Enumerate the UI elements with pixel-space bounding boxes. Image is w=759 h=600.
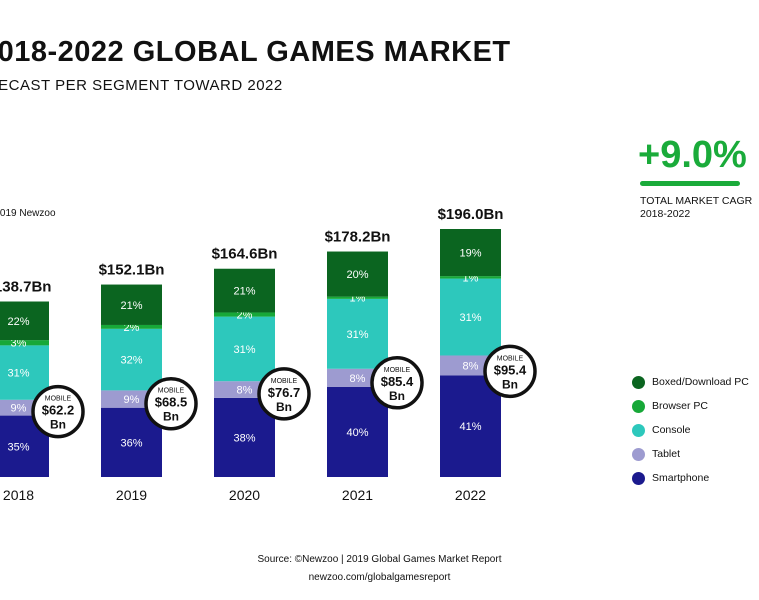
segment-label: 21%: [233, 286, 255, 298]
segment-label: 3%: [11, 338, 27, 350]
year-label: 2021: [342, 487, 373, 503]
segment-label: 31%: [346, 329, 368, 341]
mobile-badge-label: MOBILE: [384, 367, 411, 374]
cagr-label: TOTAL MARKET CAGR 2018-2022: [640, 195, 752, 221]
mobile-badge-unit: Bn: [389, 389, 405, 403]
mobile-badge-label: MOBILE: [497, 355, 524, 362]
year-label: 2019: [116, 487, 147, 503]
bar-segment: [327, 296, 388, 299]
mobile-badge-value: $85.4: [381, 374, 414, 389]
bar-segment: [0, 340, 49, 346]
legend-dot-icon: [632, 399, 645, 413]
bar-segment: [440, 278, 501, 356]
legend-item-boxed: Boxed/Download PC: [632, 370, 749, 394]
legend-label: Tablet: [652, 448, 681, 460]
bar-segment: [327, 386, 388, 477]
bar-segment: [0, 345, 49, 400]
mobile-badge-unit: Bn: [163, 410, 179, 424]
cagr-label-line2: 2018-2022: [640, 208, 691, 220]
mobile-badge-value: $62.2: [42, 403, 75, 418]
total-label: $138.7Bn: [0, 279, 51, 296]
total-label: $152.1Bn: [99, 262, 165, 279]
bar-segment: [327, 298, 388, 369]
source-url: newzoo.com/globalgamesreport: [308, 572, 451, 583]
mobile-badge-value: $76.7: [268, 385, 301, 400]
segment-label: 8%: [237, 385, 253, 397]
mobile-badge-label: MOBILE: [45, 396, 72, 403]
legend-dot-icon: [632, 423, 645, 437]
mobile-badge: [31, 384, 85, 439]
cagr-value: +9.0%: [638, 134, 747, 176]
mobile-badge-unit: Bn: [276, 400, 292, 414]
legend-item-console: Console: [632, 418, 749, 442]
legend-label: Smartphone: [652, 472, 710, 484]
mobile-badge-unit: Bn: [50, 418, 66, 432]
legend-item-browser: Browser PC: [632, 394, 749, 418]
segment-label: 35%: [7, 441, 29, 453]
segment-label: 9%: [11, 403, 27, 415]
segment-label: 32%: [120, 355, 142, 367]
segment-label: 40%: [346, 427, 368, 439]
mobile-badge: [370, 356, 424, 410]
legend-label: Browser PC: [652, 400, 709, 412]
segment-label: 9%: [124, 394, 140, 406]
year-label: 2020: [229, 487, 260, 503]
mobile-badge-value: $95.4: [494, 362, 527, 377]
segment-label: 2%: [237, 310, 253, 322]
bar-segment: [214, 312, 275, 317]
segment-label: 36%: [120, 437, 142, 449]
segment-label: 21%: [120, 300, 142, 312]
legend: Boxed/Download PC Browser PC Console Tab…: [632, 370, 749, 490]
mobile-badge: [257, 367, 311, 421]
segment-label: 41%: [459, 421, 481, 433]
mobile-badge: [483, 344, 537, 399]
copyright: ©2019 Newzoo: [0, 208, 56, 219]
bar-segment: [214, 268, 275, 313]
bar-segment: [440, 276, 501, 279]
bar-segment: [101, 328, 162, 391]
segment-label: 31%: [459, 312, 481, 324]
segment-label: 22%: [7, 316, 29, 328]
legend-label: Boxed/Download PC: [652, 376, 749, 388]
mobile-badge-label: MOBILE: [271, 378, 298, 385]
mobile-badge-unit: Bn: [502, 377, 518, 391]
total-label: $164.6Bn: [212, 246, 278, 263]
bar-segment: [327, 251, 388, 297]
segment-label: 20%: [346, 269, 368, 281]
bar-segment: [440, 375, 501, 477]
legend-item-tablet: Tablet: [632, 442, 749, 466]
segment-label: 31%: [233, 344, 255, 356]
year-label: 2022: [455, 487, 486, 503]
mobile-badge: [144, 376, 198, 431]
total-label: $178.2Bn: [325, 229, 391, 246]
segment-label: 19%: [459, 248, 481, 260]
bar-segment: [214, 316, 275, 382]
bar-segment: [101, 284, 162, 325]
mobile-badge-value: $68.5: [155, 395, 188, 410]
chart-subtitle: FORECAST PER SEGMENT TOWARD 2022: [0, 77, 283, 94]
legend-dot-icon: [632, 375, 645, 389]
cagr-label-line1: TOTAL MARKET CAGR: [640, 195, 753, 207]
bar-segment: [101, 324, 162, 329]
segment-label: 8%: [463, 360, 479, 372]
chart-title: 2018-2022 GLOBAL GAMES MARKET: [0, 36, 511, 68]
segment-label: 31%: [7, 368, 29, 380]
legend-label: Console: [652, 424, 691, 436]
legend-item-smartphone: Smartphone: [632, 466, 749, 490]
cagr-underline: [640, 181, 740, 186]
mobile-badge-label: MOBILE: [158, 388, 185, 395]
total-label: $196.0Bn: [438, 206, 504, 223]
legend-dot-icon: [632, 471, 645, 485]
bar-segment: [440, 229, 501, 277]
segment-label: 38%: [233, 432, 255, 444]
legend-dot-icon: [632, 447, 645, 461]
segment-label: 8%: [350, 373, 366, 385]
bar-segment: [0, 301, 49, 341]
source-text: Source: ©Newzoo | 2019 Global Games Mark…: [257, 554, 502, 565]
year-label: 2018: [3, 487, 34, 503]
